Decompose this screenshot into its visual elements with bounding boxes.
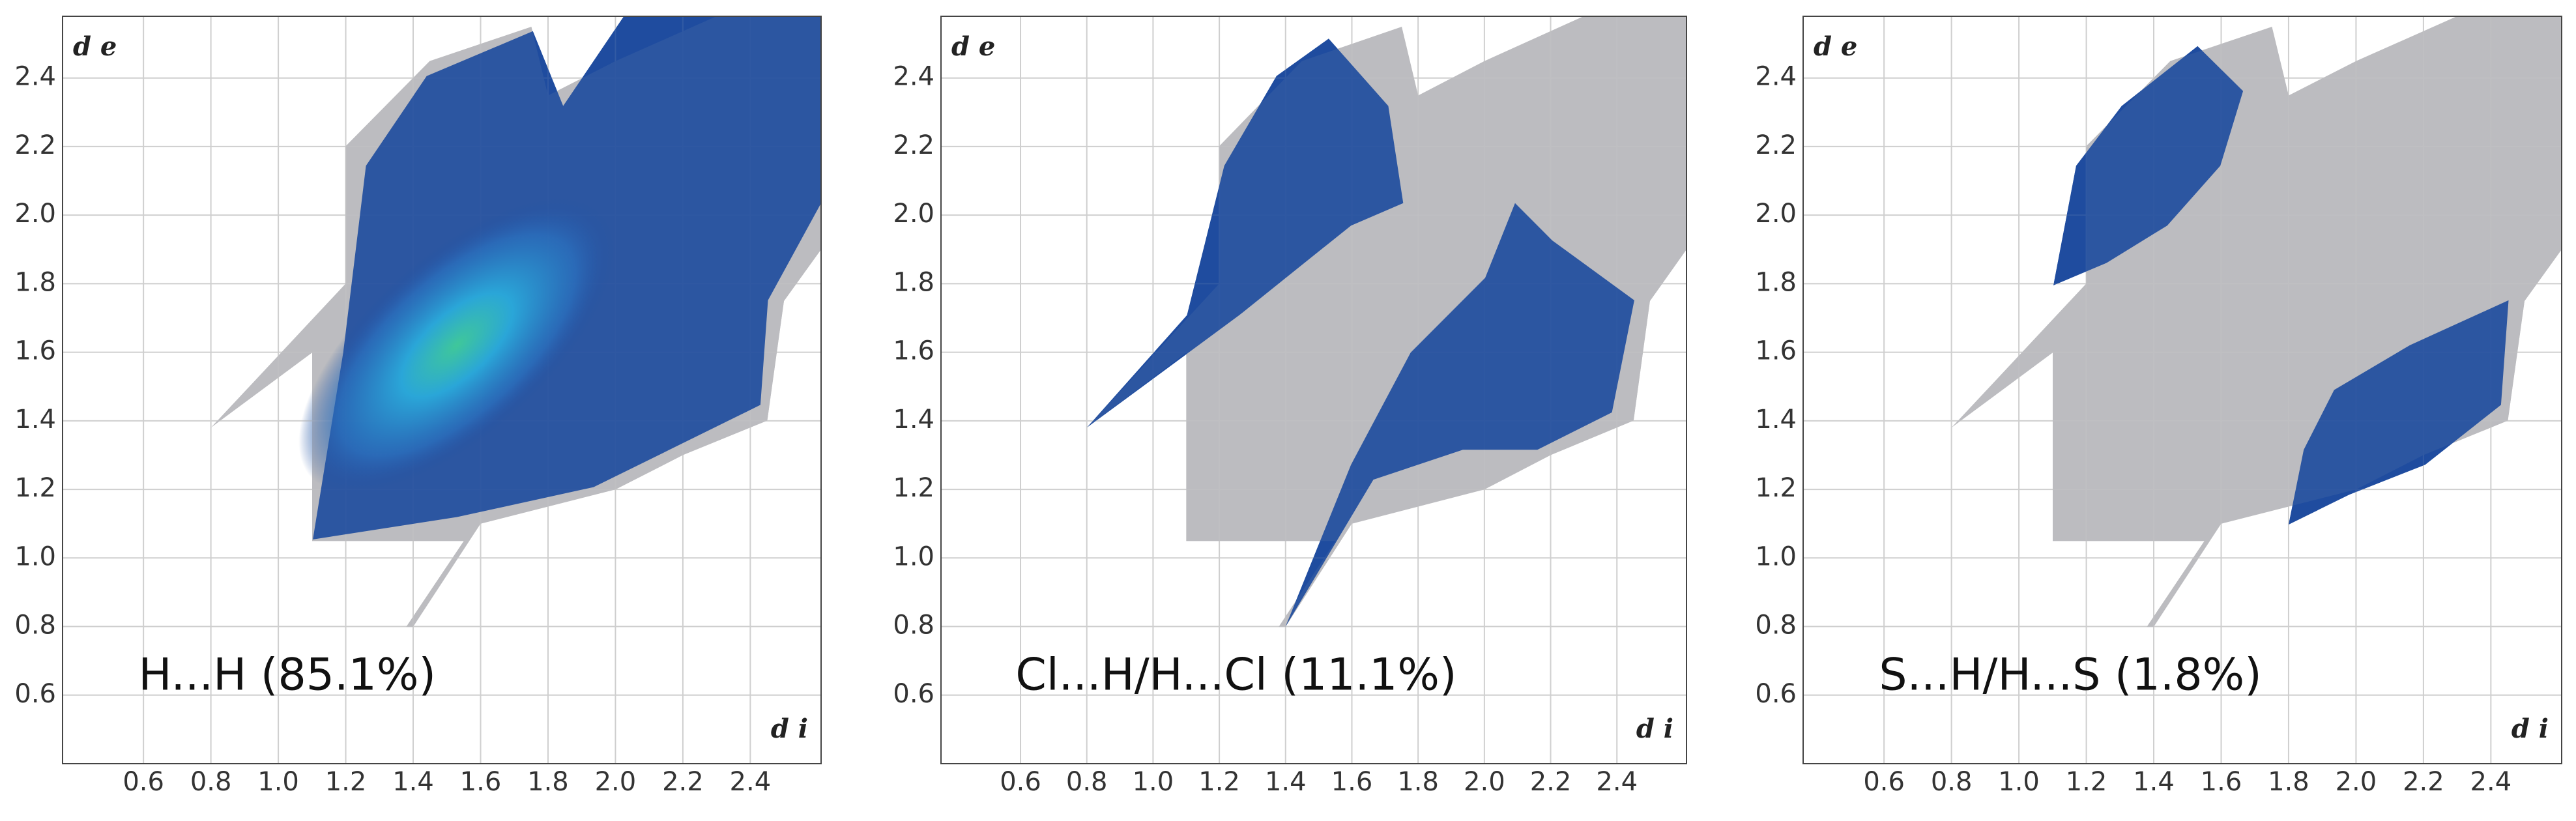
y-axis-label: d e [951, 31, 995, 62]
y-tick-label: 1.6 [14, 336, 56, 366]
y-tick-label: 1.6 [1755, 336, 1797, 366]
x-tick-label: 1.8 [1397, 767, 1439, 797]
y-tick-label: 1.0 [893, 541, 934, 571]
x-tick-label: 0.8 [1931, 767, 1973, 797]
panel: 0.6 0.8 1.0 1.2 1.4 1.6 1.8 2.0 2.2 2.4 0.6 0.8 1.0 1… [893, 16, 1687, 797]
y-tick-label: 1.8 [893, 267, 934, 297]
x-tick-label: 1.0 [257, 767, 299, 797]
y-tick-label: 2.0 [14, 199, 56, 229]
y-tick-label: 1.0 [14, 541, 56, 571]
x-tick-label: 2.4 [730, 767, 772, 797]
x-tick-label: 1.2 [2066, 767, 2107, 797]
y-tick-label: 1.2 [1755, 473, 1797, 503]
x-tick-label: 1.4 [392, 767, 434, 797]
panel: 0.6 0.8 1.0 1.2 1.4 1.6 1.8 2.0 2.2 2.4 0.6 0.8 1.0 1… [1755, 16, 2562, 797]
fingerprint-region [1285, 203, 1634, 627]
plot-frame [940, 16, 1687, 764]
y-tick-label: 0.6 [893, 679, 934, 709]
plot-overlay [211, 16, 821, 627]
y-tick-label: 1.4 [14, 405, 56, 435]
x-tick-label: 1.4 [1265, 767, 1307, 797]
x-tick-label: 1.2 [1198, 767, 1240, 797]
x-tick-label: 2.2 [1530, 767, 1572, 797]
x-tick-label: 1.8 [527, 767, 569, 797]
x-tick-label: 0.6 [123, 767, 164, 797]
x-tick-label: 2.2 [2403, 767, 2444, 797]
x-axis-label: d i [2511, 713, 2549, 744]
panel: 0.6 0.8 1.0 1.2 1.4 1.6 1.8 2.0 2.2 2.4 0.6 0.8 1.0 1… [14, 16, 822, 797]
plot-frame [62, 16, 822, 764]
x-tick-label: 1.4 [2133, 767, 2175, 797]
y-tick-label: 2.2 [14, 130, 56, 160]
plot-overlay [1952, 16, 2562, 627]
y-tick-label: 2.0 [1755, 199, 1797, 229]
x-tick-label: 2.4 [2470, 767, 2512, 797]
x-tick-label: 1.0 [1998, 767, 2040, 797]
y-tick-label: 0.6 [1755, 679, 1797, 709]
x-tick-label: 2.4 [1596, 767, 1638, 797]
y-tick-label: 0.6 [14, 679, 56, 709]
y-tick-label: 1.6 [893, 336, 934, 366]
y-tick-label: 1.8 [14, 267, 56, 297]
x-tick-label: 0.6 [1000, 767, 1041, 797]
y-tick-label: 0.8 [893, 611, 934, 641]
y-tick-label: 2.0 [893, 199, 934, 229]
x-tick-label: 2.0 [2336, 767, 2377, 797]
y-tick-label: 1.4 [893, 405, 934, 435]
x-tick-label: 1.2 [325, 767, 367, 797]
y-tick-label: 0.8 [14, 611, 56, 641]
x-tick-label: 2.2 [662, 767, 704, 797]
y-tick-label: 2.2 [1755, 130, 1797, 160]
x-tick-label: 0.8 [190, 767, 232, 797]
annotation: S...H/H...S (1.8%) [1879, 650, 2261, 701]
x-tick-label: 1.6 [1331, 767, 1373, 797]
fingerprint-region [1087, 38, 1404, 427]
y-tick-label: 1.2 [893, 473, 934, 503]
y-axis-label: d e [1814, 31, 1857, 62]
x-tick-label: 2.0 [1464, 767, 1505, 797]
x-tick-label: 2.0 [595, 767, 637, 797]
x-tick-label: 1.0 [1133, 767, 1174, 797]
plot-frame [1802, 16, 2562, 764]
y-tick-label: 2.4 [14, 62, 56, 92]
x-tick-label: 1.6 [2201, 767, 2242, 797]
fingerprint-region [2289, 300, 2509, 525]
y-tick-label: 0.8 [1755, 611, 1797, 641]
y-tick-label: 2.2 [893, 130, 934, 160]
density-hotspot [298, 197, 616, 493]
x-tick-label: 0.8 [1066, 767, 1108, 797]
annotation: Cl...H/H...Cl (11.1%) [1015, 650, 1456, 701]
y-tick-label: 1.4 [1755, 405, 1797, 435]
y-tick-label: 1.8 [1755, 267, 1797, 297]
fingerprint-region [2053, 46, 2244, 285]
x-tick-label: 1.8 [2268, 767, 2309, 797]
x-axis-label: d i [1636, 713, 1673, 744]
annotation: H...H (85.1%) [138, 650, 436, 701]
y-tick-label: 2.4 [893, 62, 934, 92]
y-axis-label: d e [73, 31, 117, 62]
y-tick-label: 2.4 [1755, 62, 1797, 92]
plot-overlay [1087, 16, 1686, 627]
x-tick-label: 1.6 [460, 767, 502, 797]
y-tick-label: 1.0 [1755, 541, 1797, 571]
x-axis-label: d i [771, 713, 808, 744]
x-tick-label: 0.6 [1863, 767, 1905, 797]
y-tick-label: 1.2 [14, 473, 56, 503]
